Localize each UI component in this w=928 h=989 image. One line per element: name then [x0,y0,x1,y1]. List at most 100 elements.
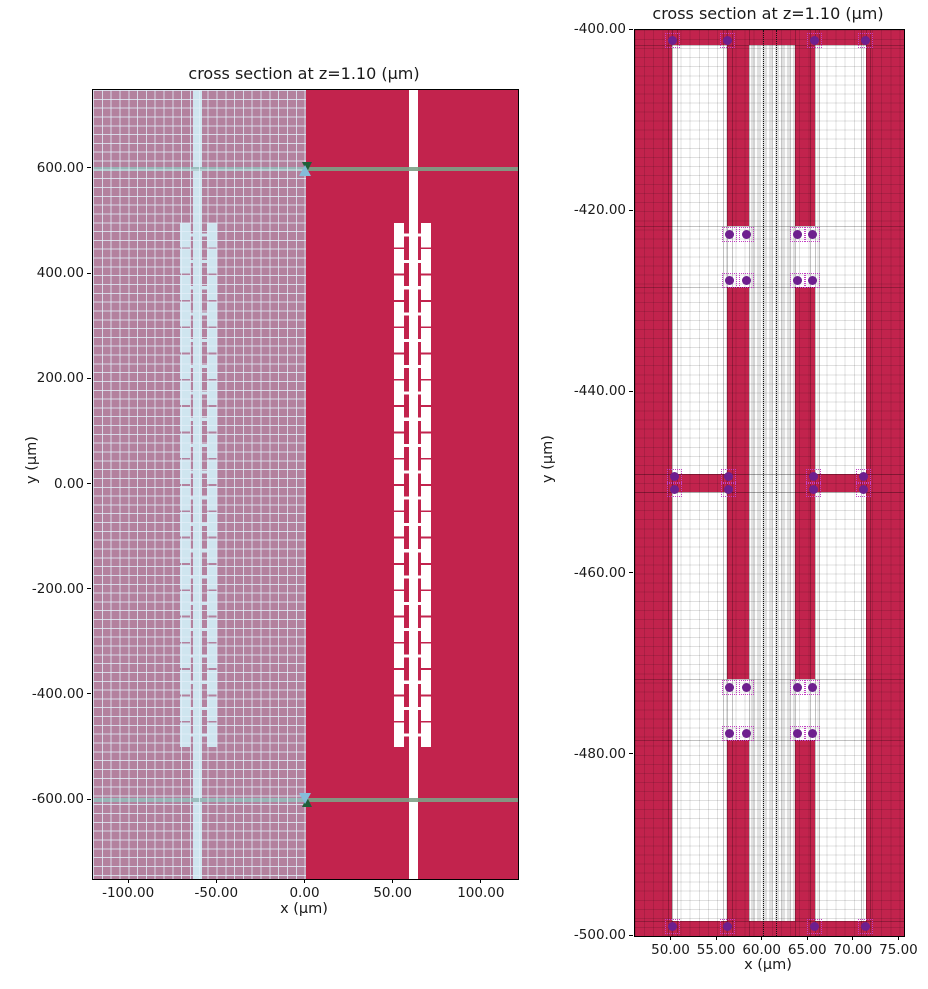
right-plot [634,29,905,937]
x-tick-label: 60.00 [742,942,781,958]
y-tick-label: 0.00 [53,475,84,492]
triangle-down-marker [299,793,311,805]
x-tick-mark [852,936,854,940]
vertex-dot [669,472,679,482]
vertex-dot [722,36,732,46]
x-tick-label: 70.00 [833,942,873,958]
structure-pad-right [865,30,904,936]
mesh-grid-line [810,30,812,936]
vertex-dot [808,230,818,240]
vertex-dot [723,484,733,494]
x-tick-label: 65.00 [787,942,827,958]
vertex-dot [725,683,735,693]
vertex-dot [725,728,735,738]
mesh-grid [635,30,904,936]
x-tick-mark [715,936,717,940]
x-tick-mark [761,936,763,940]
vertex-box [722,227,738,243]
mesh-grid-line [676,30,678,936]
mesh-overlay [93,90,306,879]
vertex-dot [792,230,802,240]
mesh-grid-line [865,30,867,936]
vertex-box [664,919,680,935]
y-tick-mark [87,588,91,590]
structure-segment-gap-column [417,221,422,748]
y-tick-mark [87,167,91,169]
structure-gap-column [421,221,432,748]
vertex-box [807,919,823,935]
y-tick-label: 600.00 [36,159,84,176]
structure-rail-bottom [635,920,904,936]
x-tick-mark [304,879,305,883]
y-tick-mark [87,483,91,484]
left-plot [92,89,519,880]
structure-bridge-right [814,473,866,493]
structure-segment-gap [795,678,815,741]
y-tick-label: -440.00 [573,383,626,400]
y-tick-label: -400.00 [573,21,626,37]
vertex-box [805,680,821,696]
structure-waveguide-stripe-right [408,90,418,879]
vertex-box [666,469,682,485]
y-tick-label: -500.00 [573,927,626,943]
x-tick-mark [215,879,217,883]
vertex-dot [859,472,869,482]
y-tick-mark [629,28,633,30]
vertex-box [805,272,821,288]
vertex-box [719,919,735,935]
mesh-grid-line [635,473,904,475]
x-tick-mark [392,879,394,883]
mesh-grid-line [731,30,733,936]
vertex-box [720,469,736,485]
vertex-dot [667,922,677,932]
y-tick-mark [629,390,633,392]
vertex-box [789,680,805,696]
vertex-box [738,725,754,741]
vertex-box [789,272,805,288]
y-tick-label: -420.00 [573,202,626,219]
y-tick-mark [629,753,633,755]
y-tick-label: -480.00 [573,745,626,762]
y-tick-label: 400.00 [36,265,84,282]
vertex-dot [809,472,819,482]
y-tick-label: 200.00 [36,370,84,387]
structure-gap-column [393,221,405,748]
vertex-box [806,469,822,485]
vertex-dot [808,683,818,693]
vertex-box [719,33,735,49]
y-tick-label: -400.00 [31,685,84,702]
vertex-box [806,481,822,497]
x-tick-label: -50.00 [194,885,239,901]
waveguide-region [748,30,796,936]
left-plot-xlabel: x (μm) [280,901,328,917]
x-tick-mark [806,936,808,940]
structure-segment-gap [795,225,815,288]
vertex-dot [723,472,733,482]
x-tick-mark [897,936,899,940]
vertex-dot [859,484,869,494]
x-tick-label: 50.00 [651,942,690,958]
vertex-box [856,481,872,497]
vertex-dot [810,922,820,932]
mesh-grid-line [635,740,904,742]
mesh-grid-line [748,30,750,936]
structure-segment-gap [727,225,749,288]
right-plot-ylabel: y (μm) [539,435,556,483]
right-plot-title: cross section at z=1.10 (μm) [652,4,884,23]
structure-bridge-left [672,473,728,493]
mesh-grid-line [722,30,724,936]
vertex-dot [809,484,819,494]
vertex-box [738,680,754,696]
y-tick-mark [87,272,91,274]
left-plot-title: cross section at z=1.10 (μm) [188,64,420,83]
mesh-grid-line [727,30,729,936]
y-tick-mark [629,934,633,936]
x-tick-label: 75.00 [879,942,918,958]
vertex-dot [741,275,751,285]
vertex-box [720,481,736,497]
vertex-dot [861,922,871,932]
x-tick-label: 0.00 [289,885,320,901]
y-tick-mark [87,693,91,695]
vertex-box [805,227,821,243]
vertex-dot [741,728,751,738]
